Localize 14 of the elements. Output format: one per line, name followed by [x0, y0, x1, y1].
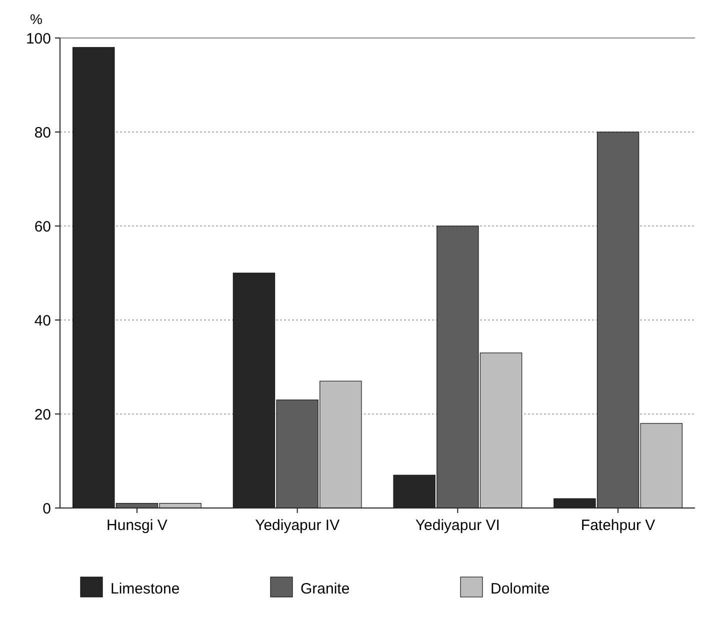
y-tick-label: 0	[42, 500, 51, 518]
legend-label: Granite	[300, 580, 350, 598]
x-tick-label: Yediyapur VI	[415, 517, 500, 534]
y-tick-label: 100	[26, 30, 51, 48]
y-tick-label: 40	[34, 312, 51, 330]
y-tick-label: 80	[34, 124, 51, 142]
y-tick-label: 60	[34, 218, 51, 236]
y-axis-title: %	[30, 11, 42, 27]
legend-label: Dolomite	[490, 580, 550, 598]
x-tick-label: Fatehpur V	[580, 517, 656, 534]
legend-label: Limestone	[110, 580, 180, 598]
y-tick-label: 20	[34, 406, 51, 424]
x-tick-label: Yediyapur IV	[255, 517, 340, 534]
x-tick-label: Hunsgi V	[106, 517, 168, 534]
